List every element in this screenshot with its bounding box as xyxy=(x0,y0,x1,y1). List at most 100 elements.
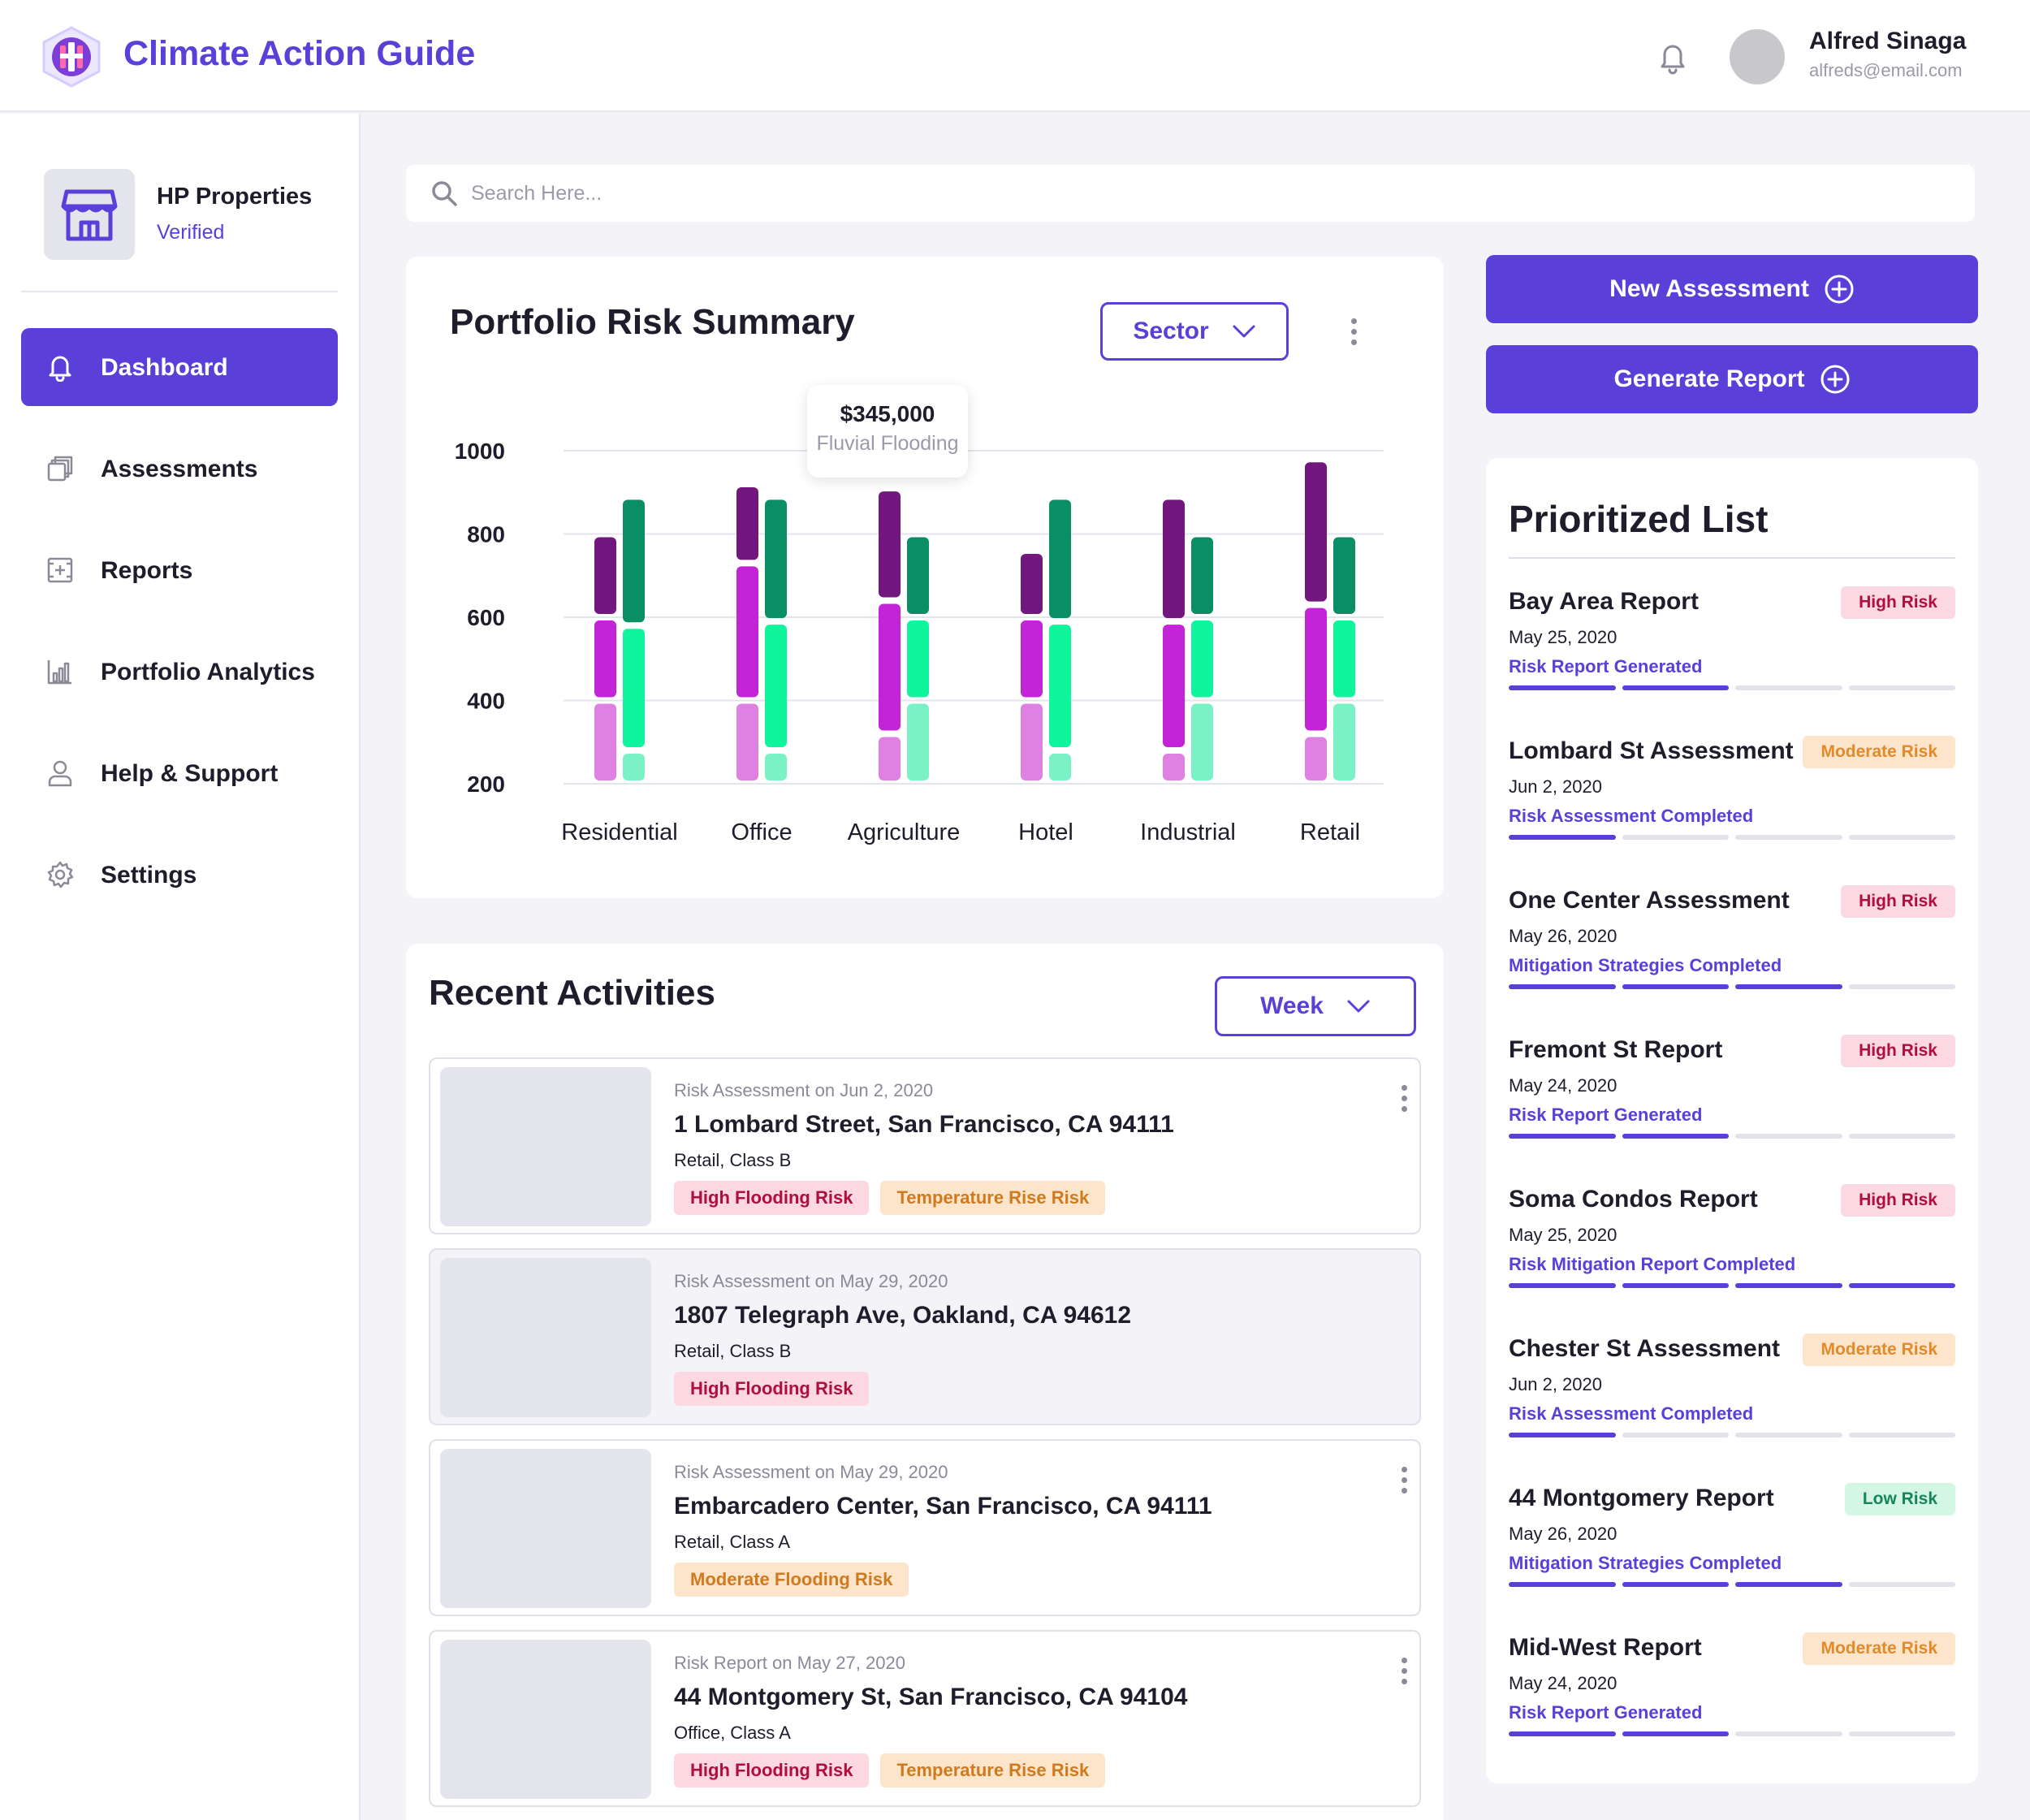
sidebar-item-assessments[interactable]: Assessments xyxy=(21,430,338,508)
risk-badge: Moderate Risk xyxy=(1803,1632,1955,1665)
x-tick-label: Retail xyxy=(1300,819,1360,845)
bar-segment xyxy=(1191,537,1213,614)
prioritized-item-name: Chester St Assessment xyxy=(1509,1335,1781,1362)
prioritized-item-date: May 24, 2020 xyxy=(1509,1075,1618,1096)
activity-more-options-icon[interactable] xyxy=(1392,1653,1416,1688)
user-name[interactable]: Alfred Sinaga xyxy=(1809,28,1967,54)
prioritized-list-title: Prioritized List xyxy=(1509,498,1769,540)
property-thumbnail xyxy=(440,1449,651,1608)
progress-segment xyxy=(1848,1731,1955,1736)
progress-segment xyxy=(1509,685,1616,690)
chart-tooltip: $345,000 Fluvial Flooding xyxy=(807,385,968,478)
activity-address: 44 Montgomery St, San Francisco, CA 9410… xyxy=(674,1684,1188,1710)
activity-card[interactable]: Risk Assessment on May 29, 2020 1807 Tele… xyxy=(429,1248,1421,1425)
prioritized-list-item[interactable]: Chester St Assessment Moderate Risk Jun 2,… xyxy=(1509,1334,1955,1485)
progress-segment xyxy=(1735,1433,1842,1437)
prioritized-list-item[interactable]: Lombard St Assessment Moderate Risk Jun 2,… xyxy=(1509,736,1955,887)
activity-card[interactable]: Risk Report on May 27, 2020 44 Montgomery… xyxy=(429,1630,1421,1807)
sidebar-item-settings[interactable]: Settings xyxy=(21,836,338,914)
user-avatar[interactable] xyxy=(1730,29,1785,84)
bar-segment xyxy=(1305,607,1327,731)
search-bar xyxy=(406,165,1975,222)
bar-segment xyxy=(765,499,787,619)
activity-tags: High Flooding Risk Temperature Rise Risk xyxy=(674,1181,1106,1215)
sidebar-item-dashboard[interactable]: Dashboard xyxy=(21,328,338,406)
prioritized-list-card: Prioritized List Bay Area Report High Ris… xyxy=(1486,458,1978,1783)
progress-segment xyxy=(1509,1433,1616,1437)
activity-meta: Risk Assessment on Jun 2, 2020 xyxy=(674,1080,934,1100)
bar-segment xyxy=(1333,620,1355,698)
prioritized-item-date: May 26, 2020 xyxy=(1509,926,1618,946)
risk-tag: High Flooding Risk xyxy=(674,1181,870,1215)
tooltip-label: Fluvial Flooding xyxy=(816,432,959,455)
progress-segment xyxy=(1848,685,1955,690)
prioritized-list-item[interactable]: Mid-West Report Moderate Risk May 24, 2020… xyxy=(1509,1632,1955,1783)
x-tick-label: Residential xyxy=(561,819,677,845)
risk-tag: Moderate Flooding Risk xyxy=(674,1563,909,1597)
risk-badge: Moderate Risk xyxy=(1803,736,1955,768)
activity-class: Retail, Class B xyxy=(674,1150,792,1170)
prioritized-item-name: Fremont St Report xyxy=(1509,1036,1723,1063)
prioritized-list-item[interactable]: Soma Condos Report High Risk May 25, 2020 R… xyxy=(1509,1184,1955,1335)
risk-badge: High Risk xyxy=(1841,1184,1955,1217)
risk-tag: High Flooding Risk xyxy=(674,1372,870,1406)
y-tick-label: 200 xyxy=(467,772,505,797)
prioritized-list-item[interactable]: 44 Montgomery Report Low Risk May 26, 2020… xyxy=(1509,1483,1955,1634)
prioritized-item-date: May 25, 2020 xyxy=(1509,1225,1618,1245)
prioritized-list-item[interactable]: Fremont St Report High Risk May 24, 2020 Ri… xyxy=(1509,1035,1955,1186)
user-icon xyxy=(45,759,75,788)
bar-segment xyxy=(1021,554,1043,614)
plus-circle-icon xyxy=(1824,274,1855,305)
gear-icon xyxy=(45,860,75,889)
sidebar-item-help-support[interactable]: Help & Support xyxy=(21,734,338,812)
x-tick-label: Agriculture xyxy=(848,819,961,845)
risk-badge: High Risk xyxy=(1841,885,1955,918)
sidebar-item-portfolio-analytics[interactable]: Portfolio Analytics xyxy=(21,633,338,711)
progress-segment xyxy=(1509,1283,1616,1288)
bar-segment xyxy=(879,603,901,731)
chart-more-options-icon[interactable] xyxy=(1341,313,1366,349)
new-assessment-button[interactable]: New Assessment xyxy=(1486,255,1978,323)
sidebar-item-reports[interactable]: Reports xyxy=(21,531,338,609)
progress-bar xyxy=(1509,1283,1955,1288)
app-logo-icon[interactable] xyxy=(39,26,104,88)
prioritized-list-item[interactable]: One Center Assessment High Risk May 26, 20… xyxy=(1509,885,1955,1036)
bar-segment xyxy=(736,566,758,698)
activity-more-options-icon[interactable] xyxy=(1392,1080,1416,1116)
analytics-icon xyxy=(45,657,75,686)
progress-bar xyxy=(1509,1433,1955,1437)
bar-segment xyxy=(594,537,616,614)
prioritized-item-name: Mid-West Report xyxy=(1509,1634,1702,1661)
activity-card[interactable]: Risk Assessment on May 29, 2020 Embarcade… xyxy=(429,1439,1421,1616)
bar-segment xyxy=(1191,703,1213,780)
chevron-down-icon xyxy=(1232,324,1256,339)
progress-bar xyxy=(1509,1582,1955,1587)
search-input[interactable] xyxy=(471,173,1933,214)
prioritized-list-item[interactable]: Bay Area Report High Risk May 25, 2020 Risk… xyxy=(1509,586,1955,737)
prioritized-item-date: Jun 2, 2020 xyxy=(1509,776,1602,797)
risk-badge: Low Risk xyxy=(1844,1483,1955,1515)
sidebar-item-label: Assessments xyxy=(101,456,258,482)
y-tick-label: 800 xyxy=(467,522,505,547)
bar-segment xyxy=(1163,499,1185,619)
generate-report-button[interactable]: Generate Report xyxy=(1486,345,1978,413)
portfolio-risk-chart: 1000 800 600 400 200 Residential Office Agricul… xyxy=(455,439,1384,845)
portfolio-risk-title: Portfolio Risk Summary xyxy=(450,302,855,342)
week-dropdown[interactable]: Week xyxy=(1215,976,1416,1036)
risk-tag: Temperature Rise Risk xyxy=(880,1753,1106,1788)
top-header: Climate Action Guide Alfred Sinaga alfre… xyxy=(0,0,2030,112)
sidebar-item-label: Portfolio Analytics xyxy=(101,659,315,685)
org-name: HP Properties xyxy=(157,184,313,210)
bar-segment xyxy=(736,703,758,780)
prioritized-item-status: Risk Assessment Completed xyxy=(1509,1403,1754,1424)
notifications-bell-icon[interactable] xyxy=(1655,39,1691,75)
progress-segment xyxy=(1509,835,1616,840)
sector-dropdown[interactable]: Sector xyxy=(1100,302,1289,361)
activity-card[interactable]: Risk Assessment on Jun 2, 2020 1 Lombard … xyxy=(429,1057,1421,1234)
app-title[interactable]: Climate Action Guide xyxy=(123,34,476,73)
activity-more-options-icon[interactable] xyxy=(1392,1462,1416,1498)
x-tick-label: Industrial xyxy=(1140,819,1236,845)
bar-segment xyxy=(765,625,787,747)
prioritized-item-status: Risk Report Generated xyxy=(1509,656,1703,677)
progress-bar xyxy=(1509,1731,1955,1736)
